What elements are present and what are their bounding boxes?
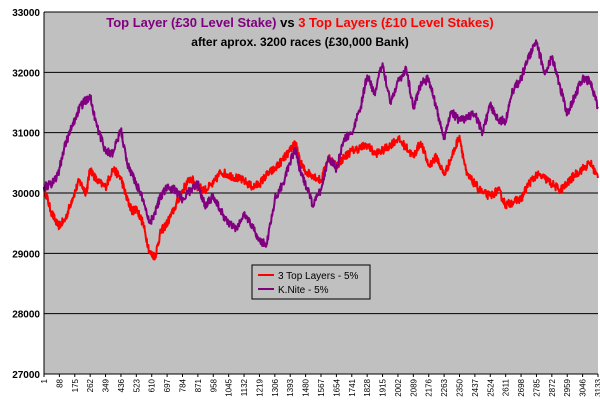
x-tick-label: 349	[102, 378, 111, 392]
x-tick-label: 2437	[471, 378, 480, 396]
x-tick-label: 3046	[579, 378, 588, 396]
x-tick-label: 436	[117, 378, 126, 392]
x-tick-label: 1132	[240, 378, 249, 396]
series-line	[43, 134, 599, 261]
x-tick-label: 175	[71, 378, 80, 392]
legend-label: 3 Top Layers - 5%	[278, 271, 359, 282]
x-tick-label: 871	[194, 378, 203, 392]
x-tick-label: 2263	[440, 378, 449, 396]
chart-title: Top Layer (£30 Level Stake) vs 3 Top Lay…	[106, 15, 494, 30]
x-tick-label: 958	[209, 378, 218, 392]
x-tick-label: 2176	[425, 378, 434, 396]
x-tick-label: 1741	[348, 378, 357, 396]
x-tick-label: 1045	[225, 378, 234, 396]
x-tick-label: 523	[132, 378, 141, 392]
y-tick-label: 31000	[12, 129, 40, 140]
x-tick-label: 2350	[456, 378, 465, 396]
x-tick-label: 2611	[502, 378, 511, 396]
x-tick-label: 1915	[379, 378, 388, 396]
x-tick-label: 697	[163, 378, 172, 392]
x-tick-label: 2872	[548, 378, 557, 396]
y-tick-label: 28000	[12, 310, 40, 321]
x-tick-label: 1828	[363, 378, 372, 396]
x-tick-label: 1480	[302, 378, 311, 396]
chart-title-part: vs	[277, 15, 299, 30]
x-tick-label: 1654	[332, 378, 341, 396]
series-line	[43, 39, 599, 248]
x-tick-label: 2785	[532, 378, 541, 396]
x-tick-label: 2002	[394, 378, 403, 396]
x-tick-label: 610	[148, 378, 157, 392]
x-tick-label: 88	[55, 378, 64, 387]
chart-subtitle: after aprox. 3200 races (£30,000 Bank)	[191, 35, 408, 49]
legend-label: K.Nite - 5%	[278, 285, 329, 296]
x-tick-label: 262	[86, 378, 95, 392]
chart-title-group: Top Layer (£30 Level Stake) vs 3 Top Lay…	[106, 15, 494, 49]
series-lines	[43, 39, 599, 261]
y-tick-label: 33000	[12, 8, 40, 19]
y-tick-label: 30000	[12, 189, 40, 200]
x-tick-label: 1393	[286, 378, 295, 396]
y-tick-label: 29000	[12, 249, 40, 260]
x-tick-label: 1	[40, 378, 49, 383]
x-tick-label: 2698	[517, 378, 526, 396]
x-tick-label: 2524	[486, 378, 495, 396]
x-tick-label: 2089	[409, 378, 418, 396]
x-tick-label: 1567	[317, 378, 326, 396]
legend: 3 Top Layers - 5% K.Nite - 5%	[251, 264, 371, 300]
x-tick-label: 2959	[563, 378, 572, 396]
legend-box	[251, 264, 371, 300]
x-tick-label: 1306	[271, 378, 280, 396]
y-tick-label: 32000	[12, 68, 40, 79]
x-tick-label: 1219	[255, 378, 264, 396]
y-tick-label: 27000	[12, 370, 40, 381]
axes: 27000 28000 29000 30000 31000 32000 33000 1 88 17…	[12, 8, 600, 397]
chart-title-part: 3 Top Layers (£10 Level Stakes)	[298, 15, 494, 30]
x-tick-label: 784	[179, 378, 188, 392]
chart-title-part: Top Layer (£30 Level Stake)	[106, 15, 276, 30]
x-tick-label: 3133	[594, 378, 600, 396]
